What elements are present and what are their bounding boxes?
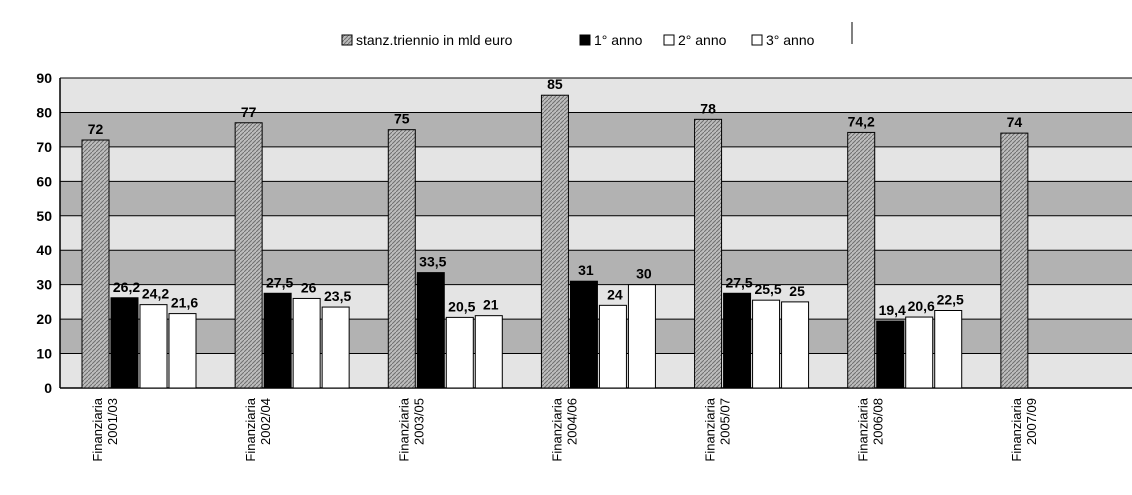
bar xyxy=(598,304,627,389)
data-label: 24,2 xyxy=(142,286,169,302)
grid-band xyxy=(60,250,1132,285)
bar xyxy=(81,139,110,389)
x-tick-label: Finanziaria xyxy=(549,397,564,461)
data-label: 74,2 xyxy=(848,113,875,129)
y-tick-label: 50 xyxy=(36,208,52,224)
x-tick-label: 2003/05 xyxy=(411,398,426,445)
x-tick-label: Finanziaria xyxy=(856,397,871,461)
y-tick-label: 60 xyxy=(36,173,52,189)
grid-band xyxy=(60,215,1132,251)
legend-label-1-anno: 1° anno xyxy=(594,32,643,48)
bar xyxy=(781,301,810,389)
data-label: 33,5 xyxy=(419,254,446,270)
legend-swatch-1-anno xyxy=(579,34,591,46)
data-label: 26 xyxy=(301,279,317,295)
legend-swatch-3-anno xyxy=(751,34,763,46)
bar xyxy=(876,320,905,389)
data-label: 78 xyxy=(700,100,716,116)
x-tick-label: 2004/06 xyxy=(564,398,579,445)
bar xyxy=(1000,132,1029,389)
y-tick-label: 30 xyxy=(36,277,52,293)
y-tick-label: 80 xyxy=(36,104,52,120)
legend-item-1-anno: 1° anno xyxy=(579,32,643,48)
bar xyxy=(540,94,569,389)
legend: stanz.triennio in mld euro 1° anno 2° an… xyxy=(341,22,853,48)
legend-label-3-anno: 3° anno xyxy=(766,32,815,48)
bar xyxy=(569,280,598,389)
x-tick-label: Finanziaria xyxy=(703,397,718,461)
bar xyxy=(694,118,723,389)
data-label: 25,5 xyxy=(754,281,781,297)
bar xyxy=(847,131,876,389)
bar xyxy=(234,122,263,389)
x-tick-label: Finanziaria xyxy=(396,397,411,461)
data-label: 27,5 xyxy=(266,274,293,290)
legend-item-stanz: stanz.triennio in mld euro xyxy=(341,32,513,48)
plot-area: 0 10 20 30 40 50 60 70 80 90 72 26,2 24,221,6 Finanzi… xyxy=(36,70,1132,462)
legend-label-stanz: stanz.triennio in mld euro xyxy=(356,32,513,48)
x-tick-label: 2007/09 xyxy=(1024,398,1039,445)
data-label: 26,2 xyxy=(113,279,140,295)
y-tick-label: 20 xyxy=(36,311,52,327)
x-tick-label: 2006/08 xyxy=(871,398,886,445)
bar xyxy=(387,129,416,389)
data-label: 31 xyxy=(578,262,594,278)
data-label: 77 xyxy=(241,104,257,120)
bar xyxy=(416,272,445,389)
data-label: 21,6 xyxy=(171,295,198,311)
y-tick-label: 0 xyxy=(44,380,52,396)
legend-item-3-anno: 3° anno xyxy=(751,32,815,48)
legend-swatch-stanz xyxy=(341,34,353,46)
data-label: 74 xyxy=(1007,114,1023,130)
bar xyxy=(752,299,781,389)
bar xyxy=(292,297,321,389)
x-tick-label: 2002/04 xyxy=(258,398,273,445)
bar xyxy=(627,284,656,389)
x-tick-label: 2005/07 xyxy=(718,398,733,445)
bar xyxy=(474,315,503,389)
bar xyxy=(263,292,292,389)
bar xyxy=(321,306,350,389)
bar xyxy=(723,292,752,389)
y-tick-label: 40 xyxy=(36,242,52,258)
x-tick-label: 2001/03 xyxy=(105,398,120,445)
data-label: 27,5 xyxy=(725,274,752,290)
grid-band xyxy=(60,181,1132,216)
y-tick-label: 70 xyxy=(36,139,52,155)
x-tick-label: Finanziaria xyxy=(1009,397,1024,461)
data-label: 85 xyxy=(547,76,563,92)
data-label: 19,4 xyxy=(879,302,906,318)
data-label: 72 xyxy=(88,121,104,137)
legend-item-2-anno: 2° anno xyxy=(663,32,727,48)
data-label: 24 xyxy=(607,286,623,302)
bar xyxy=(139,304,168,389)
data-label: 21 xyxy=(483,297,499,313)
x-tick-label: Finanziaria xyxy=(90,397,105,461)
bar xyxy=(445,316,474,389)
data-label: 75 xyxy=(394,111,410,127)
data-label: 23,5 xyxy=(324,288,351,304)
bar xyxy=(905,316,934,389)
legend-swatch-2-anno xyxy=(663,34,675,46)
bar xyxy=(934,310,963,389)
y-tick-label: 10 xyxy=(36,346,52,362)
data-label: 25 xyxy=(789,283,805,299)
y-tick-label: 90 xyxy=(36,70,52,86)
grid-band xyxy=(60,112,1132,147)
bar xyxy=(168,313,197,389)
data-label: 20,6 xyxy=(908,298,935,314)
bar xyxy=(110,297,139,389)
x-tick-label: Finanziaria xyxy=(243,397,258,461)
grid-band xyxy=(60,146,1132,182)
legend-label-2-anno: 2° anno xyxy=(678,32,727,48)
data-label: 22,5 xyxy=(937,292,964,308)
data-label: 30 xyxy=(636,266,652,282)
data-label: 20,5 xyxy=(448,298,475,314)
grid-band xyxy=(60,78,1132,113)
